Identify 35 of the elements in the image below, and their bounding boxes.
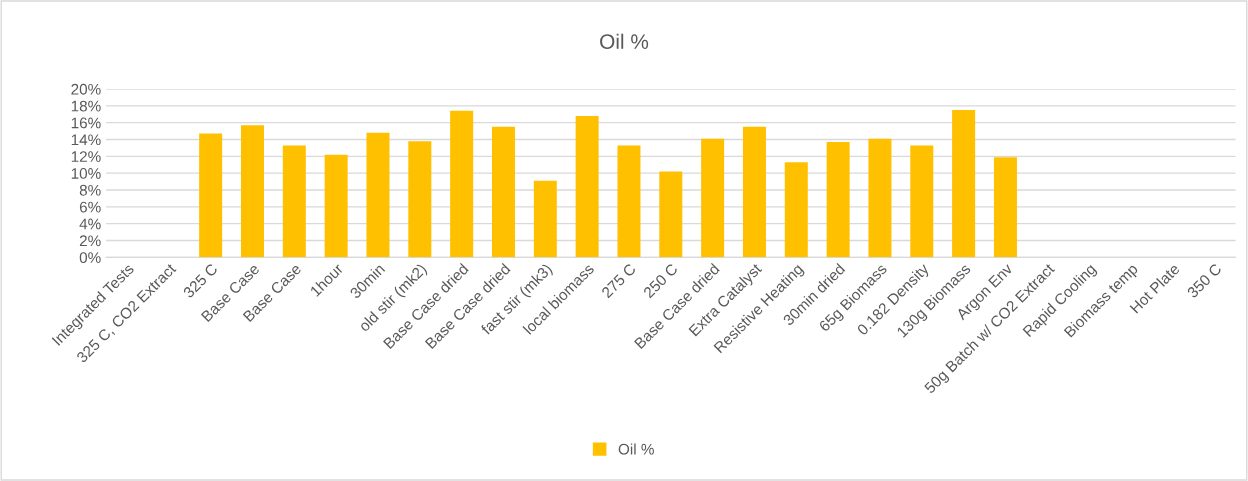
- bar: [659, 171, 683, 258]
- bar: [993, 157, 1017, 258]
- y-tick-label: 14%: [71, 134, 101, 146]
- x-tick-label: 275 C: [600, 262, 637, 299]
- y-tick-label: 10%: [71, 168, 101, 179]
- bar: [240, 125, 264, 258]
- bar: [826, 142, 850, 258]
- bar: [952, 110, 976, 258]
- y-tick-label: 20%: [71, 83, 101, 95]
- y-tick-label: 12%: [71, 151, 101, 162]
- bar: [408, 141, 432, 258]
- y-tick-label: 6%: [79, 201, 101, 213]
- bar: [868, 138, 892, 258]
- bar: [282, 145, 306, 258]
- y-tick-label: 4%: [79, 218, 101, 230]
- bar: [701, 138, 725, 258]
- x-tick-label: 350 C: [1186, 262, 1223, 299]
- bar: [742, 126, 766, 258]
- bar: [910, 145, 934, 258]
- chart-title: Oil %: [600, 33, 649, 49]
- y-tick-label: 8%: [79, 184, 101, 196]
- y-tick-label: 16%: [71, 117, 101, 129]
- bar: [533, 180, 557, 258]
- bar: [617, 145, 641, 258]
- bar: [366, 132, 390, 258]
- bar: [784, 162, 808, 258]
- y-tick-label: 18%: [71, 100, 101, 112]
- bar: [491, 126, 515, 258]
- bar: [199, 133, 223, 258]
- y-tick-label: 0%: [79, 252, 101, 264]
- y-tick-label: 2%: [79, 235, 101, 247]
- bar: [324, 154, 348, 258]
- legend-label: Oil %: [618, 443, 654, 455]
- bar: [575, 115, 599, 258]
- bar: [450, 110, 474, 258]
